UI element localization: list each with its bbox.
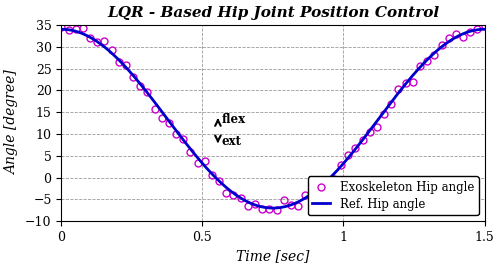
Line: Ref. Hip angle: Ref. Hip angle xyxy=(62,29,484,208)
Exoskeleton Hip angle xyxy=(194,161,200,165)
Ref. Hip angle xyxy=(58,28,64,31)
Line: Exoskeleton Hip angle: Exoskeleton Hip angle xyxy=(58,22,488,214)
Y-axis label: Angle [degree]: Angle [degree] xyxy=(6,71,20,175)
Ref. Hip angle xyxy=(230,191,235,194)
Ref. Hip angle xyxy=(396,90,402,93)
Exoskeleton Hip angle xyxy=(166,122,172,125)
Ref. Hip angle xyxy=(102,45,107,49)
Exoskeleton Hip angle xyxy=(58,26,64,29)
Ref. Hip angle xyxy=(350,151,356,154)
Exoskeleton Hip angle xyxy=(482,24,488,27)
X-axis label: Time [sec]: Time [sec] xyxy=(236,249,310,263)
Ref. Hip angle xyxy=(270,207,276,210)
Ref. Hip angle xyxy=(389,100,395,103)
Exoskeleton Hip angle xyxy=(180,137,186,140)
Exoskeleton Hip angle xyxy=(202,159,208,162)
Legend: Exoskeleton Hip angle, Ref. Hip angle: Exoskeleton Hip angle, Ref. Hip angle xyxy=(308,176,478,215)
Ref. Hip angle xyxy=(482,28,488,31)
Ref. Hip angle xyxy=(244,200,250,204)
Exoskeleton Hip angle xyxy=(331,177,337,180)
Title: LQR - Based Hip Joint Position Control: LQR - Based Hip Joint Position Control xyxy=(107,6,439,20)
Text: flex: flex xyxy=(222,113,246,126)
Exoskeleton Hip angle xyxy=(130,75,136,79)
Exoskeleton Hip angle xyxy=(274,208,280,212)
Text: ext: ext xyxy=(222,135,242,148)
